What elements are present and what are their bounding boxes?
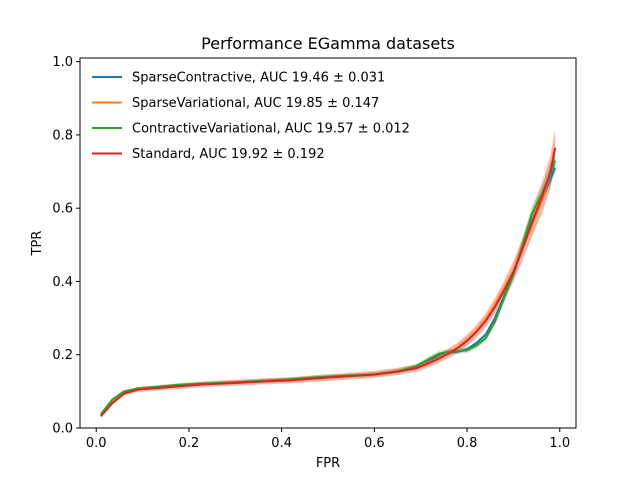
plot-frame [79,57,577,429]
confidence-bands [100,129,556,418]
y-tick-label: 0.2 [52,348,73,363]
x-tick-label: 0.0 [86,436,107,451]
y-tick-label: 0.8 [52,128,73,143]
line-series-3 [100,147,557,417]
chart-title: Performance EGamma datasets [201,34,455,53]
legend: SparseContractive, AUC 19.46 ± 0.031 Spar… [92,71,410,162]
band-series-1 [100,130,556,416]
legend-label: SparseVariational, AUC 19.85 ± 0.147 [132,96,379,111]
x-tick-label: 0.8 [457,436,478,451]
legend-label: ContractiveVariational, AUC 19.57 ± 0.01… [132,122,410,137]
y-axis-ticks: 0.0 0.2 0.4 0.6 0.8 1.0 [52,55,80,437]
x-axis-ticks: 0.0 0.2 0.4 0.6 0.8 1.0 [86,428,570,451]
series-lines [100,147,557,417]
x-tick-label: 0.6 [364,436,385,451]
legend-label: SparseContractive, AUC 19.46 ± 0.031 [132,71,385,86]
x-axis-label: FPR [316,456,340,471]
y-tick-label: 0.4 [52,275,73,290]
line-series-2 [100,160,557,415]
y-tick-label: 0.6 [52,202,73,217]
y-axis-label: TPR [30,231,45,257]
x-tick-label: 0.4 [271,436,292,451]
band-series-3 [100,129,556,418]
x-tick-label: 1.0 [549,436,570,451]
y-tick-label: 1.0 [52,55,73,70]
y-tick-label: 0.0 [52,422,73,437]
legend-label: Standard, AUC 19.92 ± 0.192 [132,147,325,162]
x-tick-label: 0.2 [179,436,200,451]
